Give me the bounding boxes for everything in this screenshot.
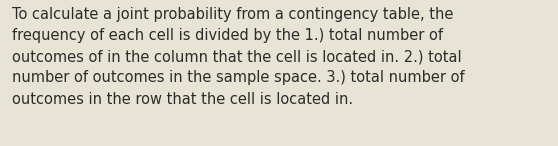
Text: To calculate a joint probability from a contingency table, the
frequency of each: To calculate a joint probability from a … bbox=[12, 7, 465, 107]
